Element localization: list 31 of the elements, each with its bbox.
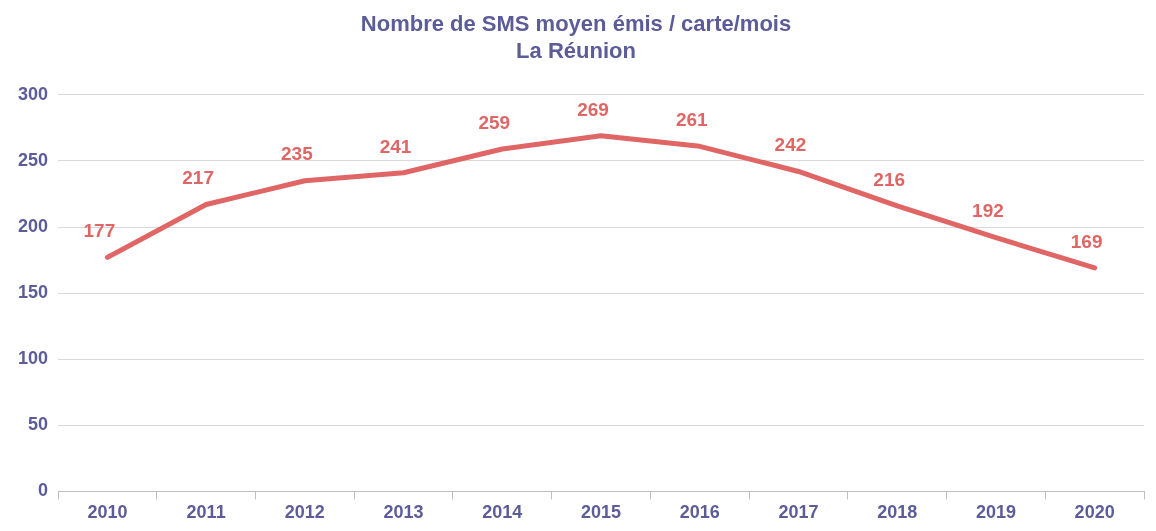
- data-label: 242: [774, 134, 807, 156]
- y-tick-label: 300: [17, 83, 49, 104]
- x-tick-label: 2014: [482, 502, 523, 523]
- x-tick-label: 2020: [1074, 502, 1115, 523]
- x-tick-label: 2016: [679, 502, 720, 523]
- data-label: 216: [873, 168, 906, 190]
- x-tick-label: 2018: [877, 502, 918, 523]
- data-label: 259: [478, 111, 511, 133]
- data-label: 192: [972, 200, 1004, 222]
- x-tick-label: 2010: [87, 502, 128, 523]
- x-tick-label: 2011: [186, 502, 226, 523]
- chart-subtitle: La Réunion: [516, 37, 636, 63]
- chart-title: Nombre de SMS moyen émis / carte/mois: [360, 11, 792, 37]
- x-tick-label: 2015: [580, 502, 622, 523]
- y-tick-label: 200: [17, 215, 49, 236]
- y-tick-label: 250: [17, 149, 49, 170]
- y-tick-label: 150: [17, 282, 49, 303]
- y-tick-label: 100: [17, 348, 49, 369]
- y-tick-label: 50: [28, 414, 49, 435]
- data-label: 241: [379, 135, 412, 157]
- data-label: 269: [577, 98, 609, 120]
- x-tick-label: 2017: [778, 502, 819, 523]
- data-label: 235: [280, 143, 314, 165]
- data-label: 217: [182, 167, 214, 189]
- data-label: 261: [675, 109, 709, 131]
- data-label: 169: [1070, 230, 1103, 252]
- x-tick-label: 2012: [284, 502, 325, 523]
- x-tick-label: 2013: [383, 502, 424, 523]
- data-label: 177: [83, 220, 116, 242]
- x-tick-label: 2019: [975, 502, 1016, 523]
- y-tick-label: 0: [38, 480, 49, 501]
